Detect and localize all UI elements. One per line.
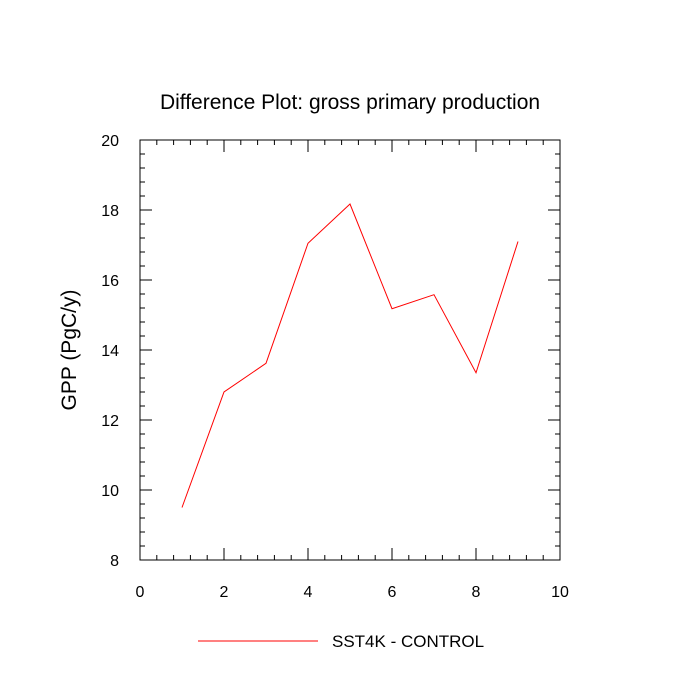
x-tick-label: 8 — [472, 584, 481, 601]
x-tick-label: 2 — [220, 584, 229, 601]
legend-label: SST4K - CONTROL — [332, 632, 484, 651]
y-axis-label: GPP (PgC/y) — [58, 290, 81, 411]
y-tick-label: 14 — [101, 343, 119, 360]
x-tick-label: 0 — [136, 584, 145, 601]
y-tick-label: 10 — [101, 483, 119, 500]
x-tick-label: 4 — [304, 584, 313, 601]
x-tick-label: 6 — [388, 584, 397, 601]
y-tick-label: 8 — [110, 553, 119, 570]
y-tick-label: 16 — [101, 273, 119, 290]
y-tick-label: 12 — [101, 413, 119, 430]
y-tick-label: 20 — [101, 133, 119, 150]
legend: SST4K - CONTROL — [198, 632, 484, 651]
series-line — [181, 203, 519, 508]
plot-frame — [139, 139, 561, 561]
chart-title: Difference Plot: gross primary productio… — [160, 91, 540, 114]
y-tick-label: 18 — [101, 203, 119, 220]
x-tick-label: 10 — [551, 584, 569, 601]
